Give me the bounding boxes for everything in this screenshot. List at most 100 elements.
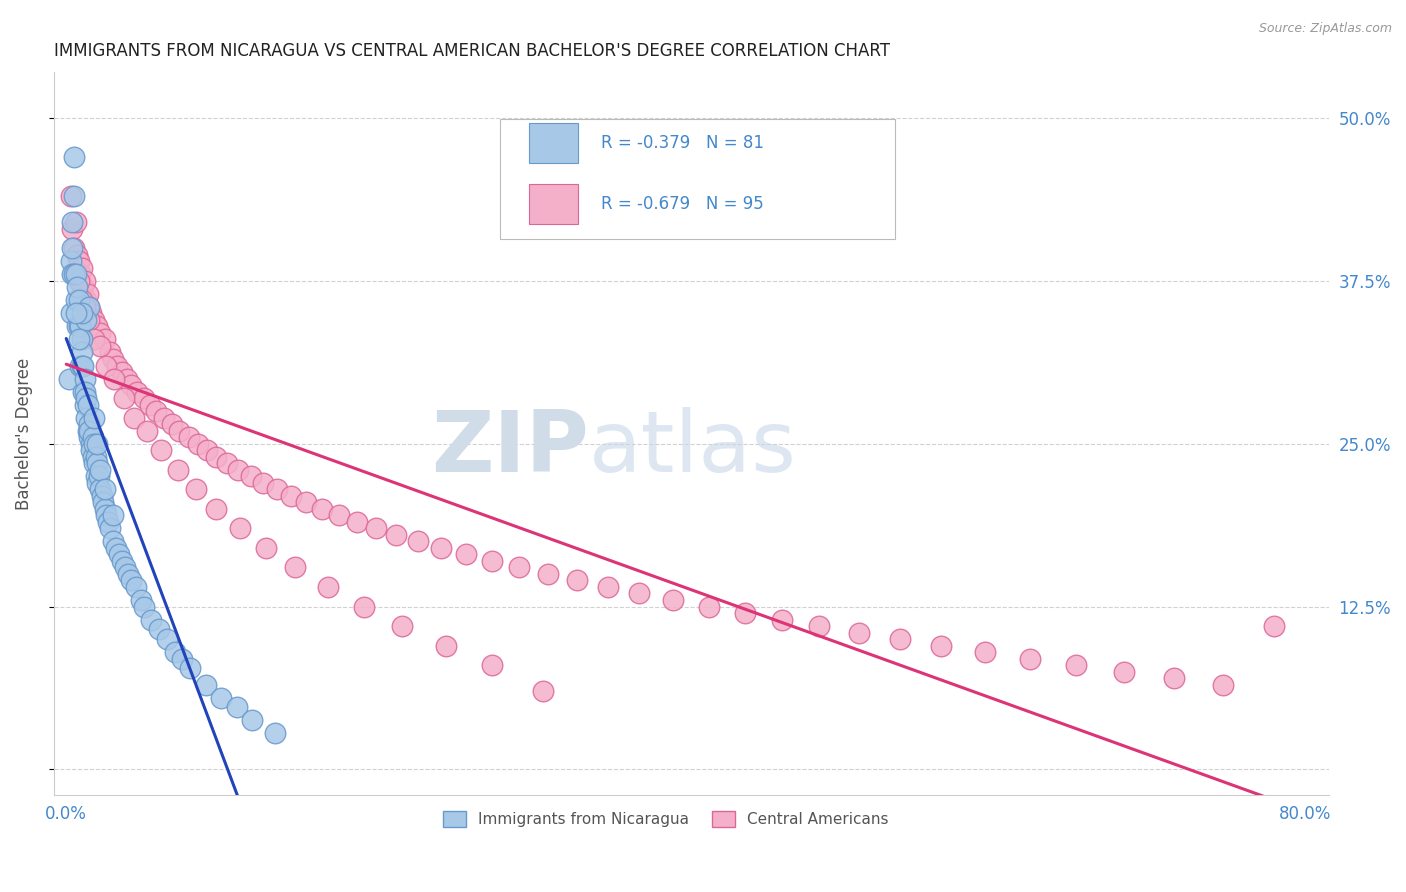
Point bbox=[66, 280, 89, 294]
Point bbox=[96, 359, 118, 373]
Point bbox=[80, 306, 103, 320]
Point bbox=[311, 501, 333, 516]
Point bbox=[734, 606, 756, 620]
Point bbox=[72, 280, 94, 294]
Text: IMMIGRANTS FROM NICARAGUA VS CENTRAL AMERICAN BACHELOR'S DEGREE CORRELATION CHAR: IMMIGRANTS FROM NICARAGUA VS CENTRAL AME… bbox=[53, 42, 890, 60]
Point bbox=[79, 300, 101, 314]
Point bbox=[79, 313, 101, 327]
Point bbox=[94, 333, 117, 347]
Point bbox=[70, 293, 93, 308]
Legend: Immigrants from Nicaragua, Central Americans: Immigrants from Nicaragua, Central Ameri… bbox=[436, 804, 896, 835]
Point bbox=[63, 189, 86, 203]
Point bbox=[770, 613, 793, 627]
Bar bbox=[529, 123, 578, 163]
Point bbox=[808, 619, 831, 633]
Point bbox=[98, 521, 121, 535]
Point bbox=[66, 248, 89, 262]
Point bbox=[931, 639, 953, 653]
Point bbox=[120, 378, 142, 392]
Point bbox=[83, 436, 105, 450]
Point bbox=[217, 456, 239, 470]
Point bbox=[72, 359, 94, 373]
Point bbox=[80, 436, 103, 450]
FancyBboxPatch shape bbox=[501, 120, 896, 239]
Point bbox=[86, 475, 108, 490]
Point bbox=[1064, 658, 1087, 673]
Point bbox=[537, 566, 560, 581]
Point bbox=[111, 365, 134, 379]
Point bbox=[75, 410, 97, 425]
Point bbox=[129, 593, 152, 607]
Text: Source: ZipAtlas.com: Source: ZipAtlas.com bbox=[1258, 22, 1392, 36]
Point bbox=[63, 268, 86, 282]
Point bbox=[69, 319, 91, 334]
Point bbox=[65, 215, 87, 229]
Bar bbox=[529, 185, 578, 224]
Point bbox=[96, 508, 118, 523]
Point bbox=[280, 489, 302, 503]
Point bbox=[69, 268, 91, 282]
Point bbox=[82, 450, 104, 464]
Point bbox=[101, 351, 124, 366]
Point bbox=[148, 622, 170, 636]
Point bbox=[149, 443, 172, 458]
Point bbox=[62, 215, 84, 229]
Point bbox=[264, 726, 287, 740]
Point bbox=[364, 521, 387, 535]
Point bbox=[889, 632, 911, 646]
Point bbox=[105, 359, 128, 373]
Point bbox=[141, 613, 163, 627]
Point bbox=[179, 661, 201, 675]
Point bbox=[65, 293, 87, 308]
Point bbox=[145, 404, 167, 418]
Point bbox=[83, 456, 105, 470]
Point bbox=[75, 391, 97, 405]
Point bbox=[62, 241, 84, 255]
Point bbox=[69, 359, 91, 373]
Point bbox=[114, 560, 136, 574]
Point bbox=[254, 541, 277, 555]
Point bbox=[139, 398, 162, 412]
Point bbox=[1263, 619, 1285, 633]
Point bbox=[63, 241, 86, 255]
Point bbox=[239, 469, 262, 483]
Point bbox=[70, 359, 93, 373]
Point bbox=[94, 501, 117, 516]
Point bbox=[205, 450, 228, 464]
Point bbox=[194, 678, 217, 692]
Point bbox=[163, 645, 186, 659]
Point bbox=[481, 658, 503, 673]
Point bbox=[430, 541, 453, 555]
Point bbox=[104, 541, 127, 555]
Text: ZIP: ZIP bbox=[432, 407, 589, 490]
Point bbox=[73, 384, 96, 399]
Point bbox=[481, 554, 503, 568]
Point bbox=[70, 260, 93, 275]
Point bbox=[67, 319, 90, 334]
Point bbox=[1018, 651, 1040, 665]
Point bbox=[82, 430, 104, 444]
Text: R = -0.679   N = 95: R = -0.679 N = 95 bbox=[600, 195, 763, 213]
Point bbox=[94, 483, 117, 497]
Point bbox=[65, 306, 87, 320]
Point bbox=[79, 300, 101, 314]
Point bbox=[63, 150, 86, 164]
Point bbox=[353, 599, 375, 614]
Point bbox=[89, 326, 111, 340]
Point bbox=[111, 554, 134, 568]
Point bbox=[385, 528, 408, 542]
Point bbox=[117, 566, 139, 581]
Point bbox=[65, 268, 87, 282]
Point bbox=[70, 333, 93, 347]
Point bbox=[77, 398, 100, 412]
Point bbox=[132, 599, 155, 614]
Point bbox=[120, 574, 142, 588]
Point bbox=[73, 398, 96, 412]
Point bbox=[87, 469, 110, 483]
Point bbox=[160, 417, 183, 431]
Point bbox=[226, 463, 249, 477]
Point bbox=[1114, 665, 1136, 679]
Point bbox=[127, 384, 149, 399]
Point bbox=[75, 293, 97, 308]
Point bbox=[848, 625, 870, 640]
